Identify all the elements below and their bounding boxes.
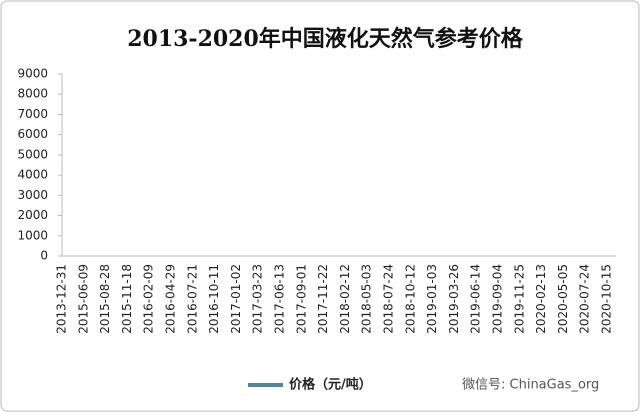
- y-tick-label: 4000: [17, 168, 48, 182]
- x-tick-label: 2020-07-24: [578, 264, 592, 334]
- y-tick-label: 0: [40, 249, 48, 263]
- y-tick-label: 1000: [17, 228, 48, 242]
- x-tick-label: 2013-12-31: [55, 264, 69, 334]
- watermark: 微信号: ChinaGas_org: [462, 378, 599, 393]
- x-tick-label: 2017-03-23: [251, 264, 265, 334]
- x-tick-label: 2017-06-13: [273, 264, 287, 334]
- y-tick-label: 7000: [17, 107, 48, 121]
- x-tick-label: 2015-06-09: [76, 264, 90, 334]
- x-tick-label: 2020-10-15: [600, 264, 614, 334]
- x-tick-label: 2019-01-03: [425, 264, 439, 334]
- x-tick-label: 2015-08-28: [98, 264, 112, 334]
- x-tick-label: 2019-03-26: [447, 264, 461, 334]
- x-tick-label: 2019-06-14: [469, 264, 483, 334]
- y-tick-label: 3000: [17, 188, 48, 202]
- x-tick-label: 2020-02-13: [534, 264, 548, 334]
- x-tick-label: 2016-10-11: [207, 264, 221, 334]
- x-tick-label: 2016-04-29: [164, 264, 178, 334]
- x-tick-label: 2016-07-21: [185, 264, 199, 334]
- x-tick-label: 2018-07-24: [382, 264, 396, 334]
- x-tick-label: 2018-05-03: [360, 264, 374, 334]
- x-tick-label: 2017-01-02: [229, 264, 243, 334]
- y-tick-label: 6000: [17, 127, 48, 141]
- chart-title: 2013-2020年中国液化天然气参考价格: [127, 26, 524, 52]
- y-tick-label: 9000: [17, 67, 48, 81]
- x-tick-label: 2017-11-22: [316, 264, 330, 334]
- x-tick-label: 2016-02-09: [142, 264, 156, 334]
- x-tick-label: 2019-09-04: [491, 264, 505, 334]
- legend-label: 价格（元/吨）: [289, 377, 372, 393]
- y-tick-label: 2000: [17, 208, 48, 222]
- y-tick-label: 5000: [17, 147, 48, 161]
- y-tick-label: 8000: [17, 87, 48, 101]
- x-tick-label: 2018-02-12: [338, 264, 352, 334]
- x-tick-label: 2020-05-05: [556, 264, 570, 334]
- x-tick-label: 2015-11-18: [120, 264, 134, 334]
- x-tick-label: 2019-11-25: [512, 264, 526, 334]
- x-tick-label: 2018-10-12: [403, 264, 417, 334]
- x-tick-label: 2017-09-01: [294, 264, 308, 334]
